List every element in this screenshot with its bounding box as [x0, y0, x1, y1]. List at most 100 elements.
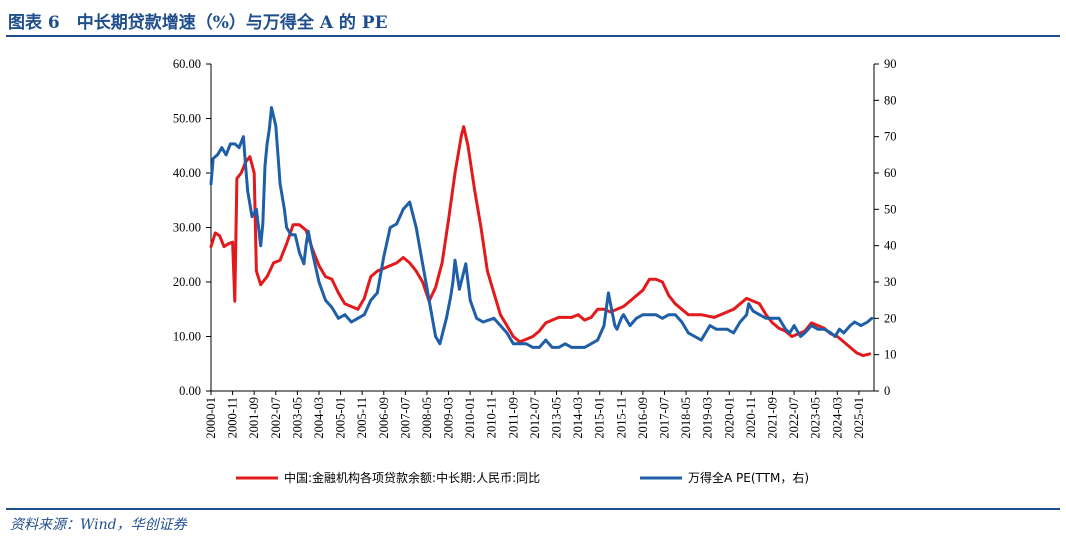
pe-point	[816, 327, 820, 331]
pe-point	[468, 298, 472, 302]
left-y-tick-label: 20.00	[173, 275, 201, 289]
pe-point	[350, 320, 353, 324]
pe-point	[596, 338, 599, 342]
loan-growth-point	[486, 269, 489, 273]
pe-point	[261, 222, 265, 226]
x-tick-label: 2006-09	[377, 397, 391, 439]
pe-point	[285, 226, 288, 229]
pe-point	[382, 255, 386, 258]
legend-label-pe: 万得全A PE(TTM，右)	[688, 470, 809, 485]
loan-growth-point	[771, 321, 774, 325]
pe-point	[356, 317, 360, 320]
loan-growth-point	[512, 335, 515, 338]
pe-point	[255, 208, 258, 211]
loan-growth-point	[222, 245, 226, 248]
loan-growth-point	[538, 329, 541, 333]
loan-growth-point	[233, 299, 237, 303]
loan-growth-point	[596, 308, 599, 311]
pe-point	[369, 298, 373, 302]
loan-growth-point	[218, 234, 221, 237]
left-y-tick-label: 40.00	[173, 166, 201, 180]
left-y-tick-label: 0.00	[179, 384, 201, 398]
loan-growth-point	[395, 261, 399, 265]
x-tick-label: 2004-03	[312, 397, 326, 439]
loan-growth-point	[861, 354, 865, 357]
pe-point	[531, 346, 535, 349]
pe-point	[829, 331, 833, 335]
loan-growth-point	[842, 340, 846, 344]
loan-growth-point	[628, 299, 632, 303]
pe-point	[570, 346, 573, 349]
pe-point	[363, 313, 366, 317]
loan-growth-point	[447, 218, 450, 221]
loan-growth-point	[758, 302, 761, 306]
loan-growth-point	[505, 324, 509, 327]
pe-point	[388, 226, 392, 229]
legend-label-loan-growth: 中国:金融机构各项贷款余额:中长期:人民币:同比	[284, 470, 540, 485]
pe-point	[823, 327, 826, 331]
loan-growth-point	[408, 261, 412, 265]
source-divider	[6, 508, 1060, 510]
pe-point	[330, 306, 334, 309]
loan-growth-point	[648, 278, 651, 281]
x-tick-label: 2005-11	[355, 397, 369, 438]
x-tick-label: 2024-03	[830, 397, 844, 439]
left-y-tick-label: 60.00	[173, 57, 201, 71]
pe-point	[298, 251, 301, 255]
pe-point	[250, 215, 254, 218]
pe-point	[453, 258, 457, 262]
pe-point	[810, 324, 813, 327]
pe-point	[343, 313, 347, 317]
pe-point	[721, 327, 725, 331]
pe-point	[557, 346, 560, 349]
pe-point	[395, 222, 399, 226]
pe-point	[421, 262, 424, 266]
right-y-tick-label: 30	[884, 275, 897, 289]
pe-point	[613, 324, 617, 327]
loan-growth-point	[414, 269, 418, 273]
loan-growth-point	[298, 223, 301, 227]
x-tick-label: 2008-05	[420, 397, 434, 439]
loan-growth-point	[479, 226, 483, 229]
pe-point	[278, 182, 282, 186]
pe-point	[427, 298, 431, 302]
loan-growth-point	[725, 310, 729, 314]
pe-point	[224, 153, 228, 157]
pe-point	[609, 302, 612, 306]
x-tick-label: 2010-11	[485, 397, 499, 438]
pe-point	[525, 342, 528, 346]
pe-point	[302, 262, 306, 266]
pe-point	[777, 317, 781, 320]
pe-point	[708, 324, 712, 327]
x-tick-label: 2018-05	[679, 397, 693, 439]
right-y-tick-label: 70	[884, 130, 897, 144]
pe-point	[563, 342, 567, 346]
loan-growth-point	[252, 171, 256, 175]
loan-growth-point	[576, 313, 580, 317]
figure-title: 图表 6 中长期贷款增速（%）与万得全 A 的 PE	[8, 13, 388, 33]
pe-point	[438, 342, 442, 346]
loan-growth-point	[492, 291, 496, 295]
pe-point	[233, 142, 237, 146]
pe-point	[283, 208, 286, 211]
loan-growth-point	[272, 261, 275, 265]
pe-point	[220, 146, 224, 149]
pe-point	[833, 335, 837, 338]
loan-growth-point	[337, 291, 340, 295]
loan-growth-point	[499, 313, 502, 317]
pe-point	[674, 313, 677, 317]
x-tick-label: 2020-01	[722, 397, 736, 439]
pe-point	[209, 182, 213, 186]
loan-growth-point	[401, 256, 405, 259]
right-y-tick-label: 40	[884, 239, 897, 253]
x-tick-label: 2002-07	[269, 397, 283, 439]
loan-growth-point	[421, 280, 424, 284]
loan-growth-point	[868, 352, 871, 356]
pe-point	[306, 229, 310, 233]
pe-point	[512, 342, 515, 346]
x-tick-label: 2020-11	[744, 397, 758, 438]
loan-growth-point	[751, 299, 755, 303]
loan-growth-point	[248, 155, 252, 158]
loan-growth-point	[661, 280, 664, 284]
